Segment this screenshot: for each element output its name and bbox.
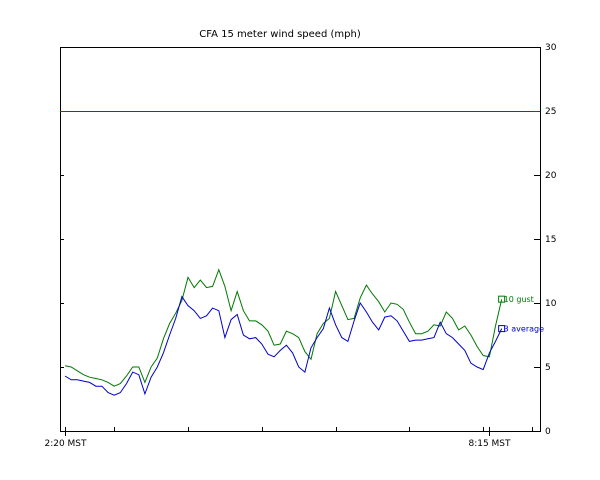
chart-title: CFA 15 meter wind speed (mph) bbox=[199, 29, 361, 40]
series-line-average bbox=[64, 295, 503, 396]
legend-label: 3 average bbox=[504, 325, 544, 334]
x-axis: 2:20 MST 8:15 MST bbox=[44, 427, 533, 449]
y-tick-label: 25 bbox=[545, 107, 556, 117]
y-tick-label: 0 bbox=[545, 427, 551, 437]
y-tick-label: 10 bbox=[545, 299, 557, 309]
y-tick-label: 20 bbox=[545, 171, 557, 181]
y-tick-label: 15 bbox=[545, 235, 556, 245]
x-tick-label: 8:15 MST bbox=[468, 439, 511, 449]
series-end-marker bbox=[498, 295, 506, 303]
series-line-gust bbox=[64, 268, 503, 387]
y-tick-label: 5 bbox=[545, 363, 551, 373]
series-layer bbox=[64, 268, 503, 396]
legend-label: 10 gust bbox=[504, 295, 534, 304]
plot-frame bbox=[60, 47, 541, 432]
x-tick-label: 2:20 MST bbox=[44, 439, 87, 449]
series-end-marker bbox=[498, 325, 506, 333]
y-axis: 0 5 10 15 20 25 30 bbox=[60, 43, 557, 437]
y-tick-label: 30 bbox=[545, 43, 557, 53]
legend-layer: 10 gust 3 average bbox=[498, 295, 544, 334]
